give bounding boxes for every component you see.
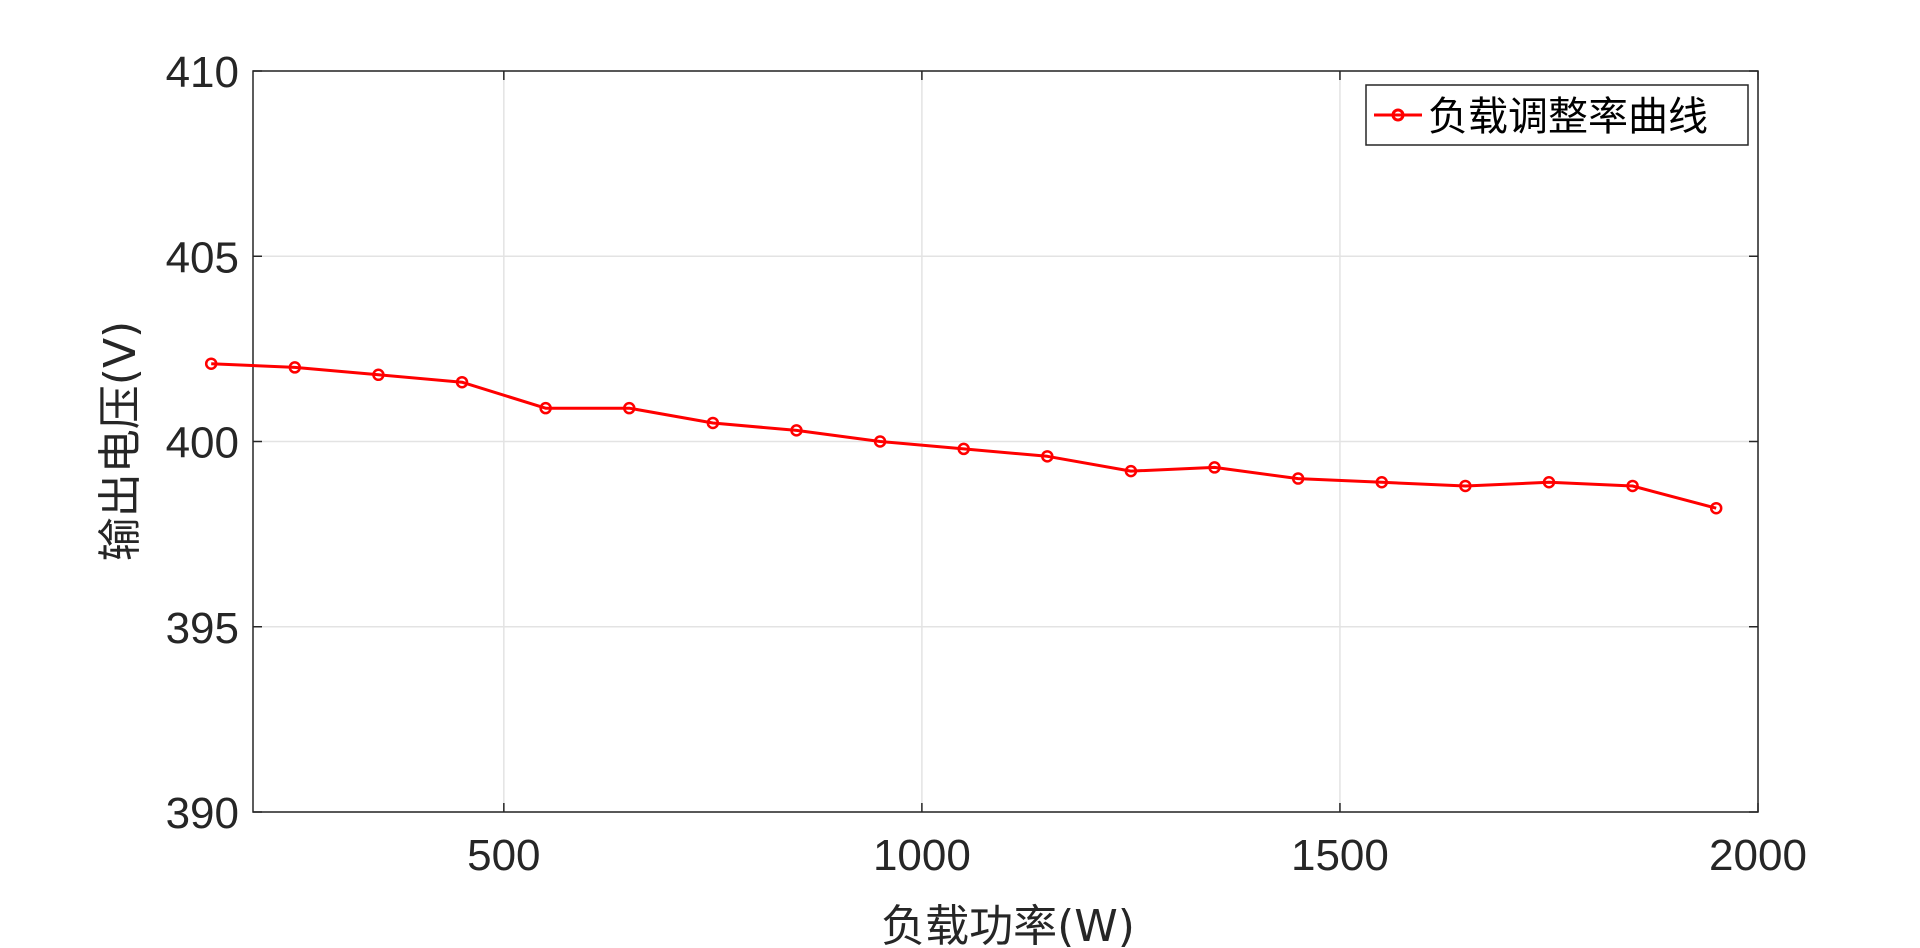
data-point [1041, 450, 1054, 463]
x-tick-label: 500 [467, 831, 540, 880]
data-point [1709, 501, 1723, 515]
x-axis-label: 负载功率(W) [881, 901, 1135, 948]
data-point [873, 435, 887, 448]
y-tick-label: 390 [166, 789, 239, 838]
data-point [372, 368, 385, 382]
data-point [957, 442, 970, 456]
data-point [706, 416, 720, 430]
data-point [539, 401, 552, 415]
data-point [1375, 476, 1388, 489]
data-point [1208, 461, 1221, 474]
series-line [211, 362, 1717, 510]
y-tick-label: 395 [166, 604, 239, 653]
data-point [790, 424, 803, 437]
data-point [623, 401, 636, 415]
y-tick-labels: 390 395 400 405 410 [166, 48, 239, 838]
plot-area-frame [252, 70, 1759, 813]
y-tick-label: 410 [166, 48, 239, 97]
data-point [1626, 479, 1639, 493]
x-tick-labels: 500 1000 1500 2000 [467, 831, 1807, 880]
x-tick-label: 1500 [1291, 831, 1389, 880]
data-point [288, 361, 302, 374]
data-point [1124, 464, 1138, 478]
data-point [204, 357, 218, 370]
data-point [455, 375, 469, 389]
x-tick-label: 2000 [1709, 831, 1807, 880]
legend: 负载调整率曲线 [1365, 84, 1749, 146]
x-tick-label: 1000 [873, 831, 971, 880]
data-point [1542, 476, 1556, 489]
series-layer [204, 357, 1723, 515]
legend-label: 负载调整率曲线 [1428, 94, 1708, 140]
legend-marker-sample [1391, 108, 1405, 122]
y-tick-label: 405 [166, 233, 239, 282]
y-tick-label: 400 [166, 419, 239, 468]
legend-box [1365, 84, 1749, 146]
y-axis-label: 输出电压(V) [95, 321, 146, 561]
data-point [1459, 479, 1472, 493]
data-point [1291, 472, 1305, 485]
